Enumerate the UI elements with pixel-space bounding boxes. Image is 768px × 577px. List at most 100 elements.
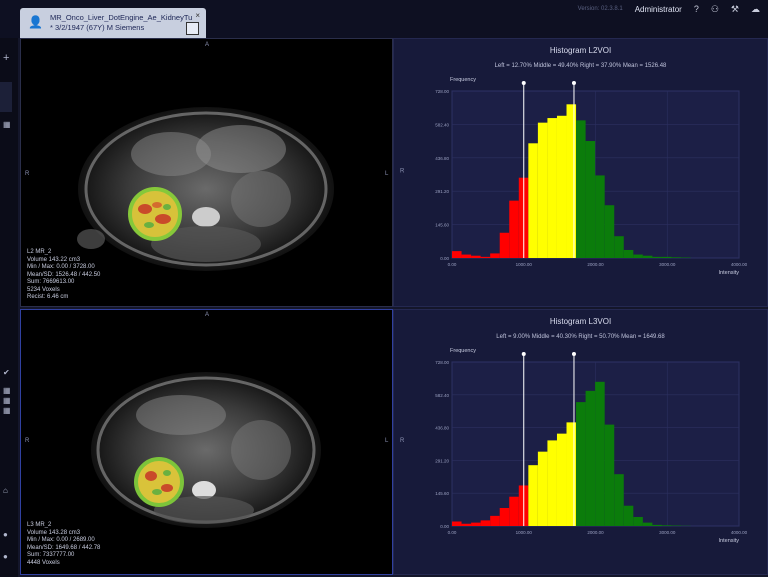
histogram-stats: Left = 12.70% Middle = 49.40% Right = 37… <box>495 63 667 69</box>
top-right-toolbar: Version: 02.3.8.1 Administrator ? ⚇ ⚒ ☁ <box>578 2 760 16</box>
overlay-line: Sum: 7337777.00 <box>27 552 75 558</box>
overlay-line: Mean/SD: 1526.48 / 442.50 <box>27 271 101 278</box>
histogram-bar <box>509 496 519 526</box>
histogram-title: Histogram L3VOI <box>550 317 611 326</box>
tool-icon-a[interactable]: ● <box>3 530 8 539</box>
threshold-handle[interactable] <box>571 352 576 356</box>
threshold-handle[interactable] <box>521 81 526 85</box>
cloud-icon[interactable]: ☁ <box>751 3 760 14</box>
histogram-bar <box>566 422 577 526</box>
y-tick-label: 728.00 <box>435 360 449 365</box>
x-tick-label: 0.00 <box>448 262 457 267</box>
y-tick-label: 291.20 <box>435 189 449 194</box>
y-tick-label: 0.00 <box>440 256 449 261</box>
orientation-right: L <box>385 438 389 444</box>
histogram-bar <box>671 257 682 258</box>
overlay-line: Recist: 6.46 cm <box>27 294 69 300</box>
histogram-bar <box>585 141 596 258</box>
mr-image-bottom <box>91 372 321 528</box>
histogram-bar <box>652 524 662 526</box>
overlay-line: Mean/SD: 1649.68 / 442.78 <box>27 544 101 551</box>
y-axis-label: Frequency <box>450 77 476 83</box>
histogram-bar <box>661 256 672 258</box>
y-tick-label: 145.60 <box>435 491 449 496</box>
x-tick-label: 3000.00 <box>659 262 676 267</box>
grid-icon-3[interactable]: ▦ <box>3 406 11 415</box>
histogram-panel-bottom: Histogram L3VOI Left = 9.00% Middle = 40.… <box>393 309 768 575</box>
patient-tab-subtitle: * 3/2/1947 (67Y) M Siemens <box>50 23 145 32</box>
overlay-line: 5234 Voxels <box>27 286 60 293</box>
tools-icon[interactable]: ⚒ <box>730 3 739 14</box>
histogram-bar <box>480 520 491 526</box>
x-tick-label: 2000.00 <box>587 262 604 267</box>
overlay-line: 4448 Voxels <box>27 559 60 566</box>
histogram-bar <box>576 402 586 526</box>
histogram-bar <box>471 522 481 526</box>
patient-tab[interactable]: 👤 MR_Onco_Liver_DotEngine_Ae_KidneyTu * … <box>20 8 206 38</box>
left-toolbar: + ▦ ✔ ▦ ▦ ▦ ⌂ ● ● <box>0 38 18 577</box>
side-marker: R <box>400 438 405 444</box>
histogram-bar <box>566 104 577 258</box>
histogram-bar <box>595 381 605 526</box>
histogram-bar <box>537 122 548 259</box>
overlay-line: Sum: 7669613.00 <box>27 279 75 285</box>
version-text: Version: 02.3.8.1 <box>577 6 623 12</box>
x-tick-label: 4000.00 <box>731 262 748 267</box>
user-menu[interactable]: Administrator <box>634 4 682 14</box>
y-tick-label: 582.40 <box>435 122 449 127</box>
side-marker: R <box>400 169 405 175</box>
orientation-right: L <box>385 171 389 177</box>
histogram-bar <box>642 522 653 526</box>
dicom-overlay-top: L2 MR_2 Volume 143.22 cm3 Min / Max: 0.0… <box>27 249 100 302</box>
close-tab-icon[interactable]: × <box>195 11 200 20</box>
x-tick-label: 1000.00 <box>516 530 533 535</box>
histogram-chart: Histogram L3VOI Left = 9.00% Middle = 40.… <box>400 317 748 544</box>
mr-view-top[interactable]: A R L L2 MR_2 Volume 143.22 cm3 Min / Ma… <box>20 38 393 307</box>
x-tick-label: 2000.00 <box>587 530 604 535</box>
check-icon[interactable]: ✔ <box>3 368 10 377</box>
tool-icon-b[interactable]: ● <box>3 552 8 561</box>
histogram-bar <box>547 440 557 526</box>
histogram-bar <box>490 253 500 258</box>
threshold-handle[interactable] <box>571 81 576 85</box>
overlay-line: L3 MR_2 <box>27 522 52 528</box>
y-tick-label: 145.60 <box>435 223 449 228</box>
layout-icon[interactable] <box>186 22 199 35</box>
y-axis-label: Frequency <box>450 348 476 354</box>
histogram-bar <box>595 175 605 258</box>
histogram-bar <box>633 516 643 526</box>
overlay-line: Volume 143.22 cm3 <box>27 256 81 263</box>
grid-icon-1[interactable]: ▦ <box>3 386 11 395</box>
histogram-bar <box>452 251 462 258</box>
add-icon[interactable]: + <box>3 52 10 64</box>
x-tick-label: 1000.00 <box>516 262 533 267</box>
overlay-line: Volume 143.28 cm3 <box>27 529 81 536</box>
x-tick-label: 0.00 <box>448 530 457 535</box>
threshold-handle[interactable] <box>521 352 526 356</box>
mr-image-top <box>77 107 334 271</box>
histogram-bar <box>585 390 596 526</box>
histogram-bar <box>528 143 538 258</box>
histogram-bar <box>556 115 567 259</box>
grid-icon-2[interactable]: ▦ <box>3 396 11 405</box>
overlay-line: Min / Max: 0.00 / 2689.00 <box>27 537 95 543</box>
histogram-bar <box>633 254 643 258</box>
home-icon[interactable]: ⌂ <box>3 486 8 495</box>
y-tick-label: 436.80 <box>435 156 449 161</box>
histogram-bar <box>480 256 491 258</box>
histogram-bar <box>490 515 500 526</box>
histogram-bar <box>499 232 510 258</box>
patient-icon: 👤 <box>28 15 43 29</box>
histogram-bar <box>452 521 462 526</box>
users-icon[interactable]: ⚇ <box>710 3 719 14</box>
histogram-bar <box>499 507 510 526</box>
patient-tab-title: MR_Onco_Liver_DotEngine_Ae_KidneyTu <box>50 13 193 22</box>
mr-view-bottom[interactable]: A R L L3 MR_2 Volume 143.28 cm3 Min / Ma… <box>20 309 393 575</box>
overlay-line: Min / Max: 0.00 / 3728.00 <box>27 264 95 270</box>
y-tick-label: 582.40 <box>435 393 449 398</box>
orientation-top: A <box>205 42 210 48</box>
help-icon[interactable]: ? <box>693 4 699 14</box>
grid-small-icon[interactable]: ▦ <box>3 120 11 129</box>
histogram-bar <box>461 523 472 526</box>
panel-toggle[interactable] <box>0 82 12 112</box>
